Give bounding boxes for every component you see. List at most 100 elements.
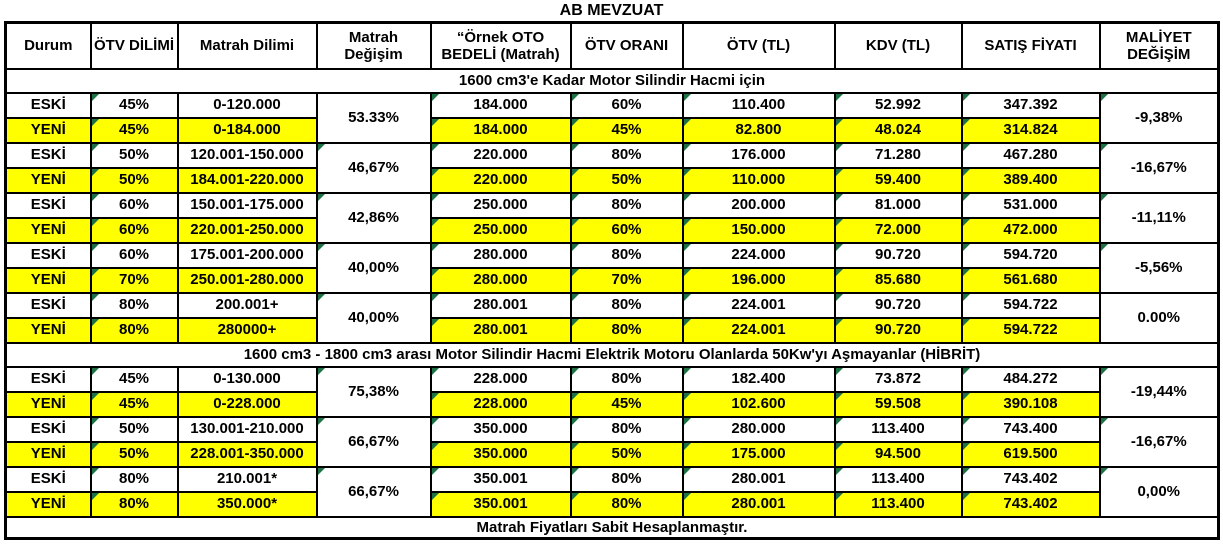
cell-matrah-degisim: 75,38% [315, 365, 432, 418]
cell-satis-fiyati: 743.402 [960, 465, 1101, 493]
cell-matrah-degisim: 40,00% [315, 241, 432, 294]
error-flag-icon [963, 119, 971, 127]
cell-matrah-dilimi: 150.001-175.000 [176, 191, 318, 219]
error-flag-icon [963, 393, 971, 401]
error-flag-icon [684, 393, 692, 401]
error-flag-icon [1101, 94, 1109, 102]
cell-ornek-oto: 184.000 [429, 91, 572, 119]
cell-kdv-tl: 90.720 [833, 316, 963, 344]
cell-otv-tl: 175.000 [681, 440, 836, 468]
cell-matrah-dilimi: 200.001+ [176, 291, 318, 319]
cell-kdv-tl: 90.720 [833, 241, 963, 269]
row-label: YENİ [4, 216, 92, 244]
error-flag-icon [432, 468, 440, 476]
error-flag-icon [684, 493, 692, 501]
error-flag-icon [92, 219, 100, 227]
cell-matrah-dilimi: 250.001-280.000 [176, 266, 318, 294]
cell-kdv-tl: 85.680 [833, 266, 963, 294]
cell-maliyet-degisim: -16,67% [1098, 415, 1220, 468]
cell-maliyet-degisim: -11,11% [1098, 191, 1220, 244]
cell-otv-orani: 50% [569, 440, 684, 468]
error-flag-icon [572, 294, 580, 302]
cell-satis-fiyati: 594.722 [960, 316, 1101, 344]
cell-otv-orani: 50% [569, 166, 684, 194]
row-label: YENİ [4, 166, 92, 194]
cell-matrah-dilimi: 220.001-250.000 [176, 216, 318, 244]
cell-ornek-oto: 350.000 [429, 415, 572, 443]
error-flag-icon [572, 393, 580, 401]
column-header-maliyet-degisim: MALİYET DEĞİŞİM [1098, 21, 1220, 70]
cell-otv-tl: 110.400 [681, 91, 836, 119]
error-flag-icon [92, 294, 100, 302]
error-flag-icon [836, 119, 844, 127]
error-flag-icon [963, 493, 971, 501]
cell-otv-tl: 200.000 [681, 191, 836, 219]
cell-satis-fiyati: 347.392 [960, 91, 1101, 119]
row-label: ESKİ [4, 141, 92, 169]
table-row-new: YENİ 45% 0-228.000 228.000 45% 102.600 59.508 3… [4, 390, 1219, 418]
error-flag-icon [432, 418, 440, 426]
cell-otv-dilimi: 70% [89, 266, 179, 294]
error-flag-icon [963, 144, 971, 152]
cell-maliyet-degisim: -9,38% [1098, 91, 1220, 144]
error-flag-icon [836, 443, 844, 451]
cell-ornek-oto: 280.000 [429, 241, 572, 269]
cell-matrah-dilimi: 0-120.000 [176, 91, 318, 119]
cell-matrah-dilimi: 0-228.000 [176, 390, 318, 418]
column-header-otv-tl: ÖTV (TL) [681, 21, 836, 70]
column-header-kdv-tl: KDV (TL) [833, 21, 963, 70]
cell-kdv-tl: 73.872 [833, 365, 963, 393]
error-flag-icon [963, 244, 971, 252]
error-flag-icon [92, 169, 100, 177]
cell-otv-tl: 176.000 [681, 141, 836, 169]
error-flag-icon [684, 144, 692, 152]
error-flag-icon [836, 294, 844, 302]
error-flag-icon [318, 194, 326, 202]
cell-satis-fiyati: 743.402 [960, 490, 1101, 518]
cell-satis-fiyati: 743.400 [960, 415, 1101, 443]
table-row-old: ESKİ 80% 210.001* 66,67% 350.001 80% 280.001 11… [4, 465, 1220, 518]
cell-matrah-dilimi: 0-184.000 [176, 116, 318, 144]
error-flag-icon [963, 194, 971, 202]
cell-maliyet-degisim: -5,56% [1098, 241, 1220, 294]
error-flag-icon [1101, 418, 1109, 426]
error-flag-icon [684, 468, 692, 476]
cell-satis-fiyati: 561.680 [960, 266, 1101, 294]
error-flag-icon [1101, 144, 1109, 152]
cell-maliyet-degisim: -16,67% [1098, 141, 1220, 194]
error-flag-icon [432, 144, 440, 152]
cell-matrah-degisim: 40,00% [315, 291, 432, 344]
error-flag-icon [572, 368, 580, 376]
error-flag-icon [92, 144, 100, 152]
error-flag-icon [92, 443, 100, 451]
footer-row: Matrah Fiyatları Sabit Hesaplanmaştır. [4, 515, 1220, 540]
error-flag-icon [836, 244, 844, 252]
cell-kdv-tl: 52.992 [833, 91, 963, 119]
table-row-old: ESKİ 50% 130.001-210.000 66,67% 350.000 80% 28… [4, 415, 1220, 468]
error-flag-icon [432, 319, 440, 327]
error-flag-icon [1101, 368, 1109, 376]
row-label: YENİ [4, 116, 92, 144]
error-flag-icon [684, 94, 692, 102]
error-flag-icon [963, 443, 971, 451]
cell-otv-tl: 224.001 [681, 291, 836, 319]
cell-satis-fiyati: 389.400 [960, 166, 1101, 194]
error-flag-icon [572, 144, 580, 152]
error-flag-icon [92, 468, 100, 476]
cell-otv-tl: 280.001 [681, 490, 836, 518]
table-row-new: YENİ 50% 228.001-350.000 350.000 50% 175.000 9… [4, 440, 1219, 468]
error-flag-icon [572, 269, 580, 277]
cell-otv-orani: 80% [569, 141, 684, 169]
error-flag-icon [318, 418, 326, 426]
table-row-old: ESKİ 45% 0-120.000 53.33% 184.000 60% 110.400 5… [4, 91, 1220, 144]
cell-maliyet-degisim: 0,00% [1098, 465, 1220, 518]
column-header-durum: Durum [4, 21, 92, 70]
cell-matrah-degisim: 66,67% [315, 415, 432, 468]
cell-ornek-oto: 350.000 [429, 440, 572, 468]
section-header: 1600 cm3 - 1800 cm3 arası Motor Silindir… [4, 341, 1220, 368]
cell-otv-orani: 45% [569, 390, 684, 418]
cell-otv-tl: 280.001 [681, 465, 836, 493]
cell-otv-dilimi: 45% [89, 116, 179, 144]
error-flag-icon [963, 368, 971, 376]
cell-otv-orani: 80% [569, 241, 684, 269]
